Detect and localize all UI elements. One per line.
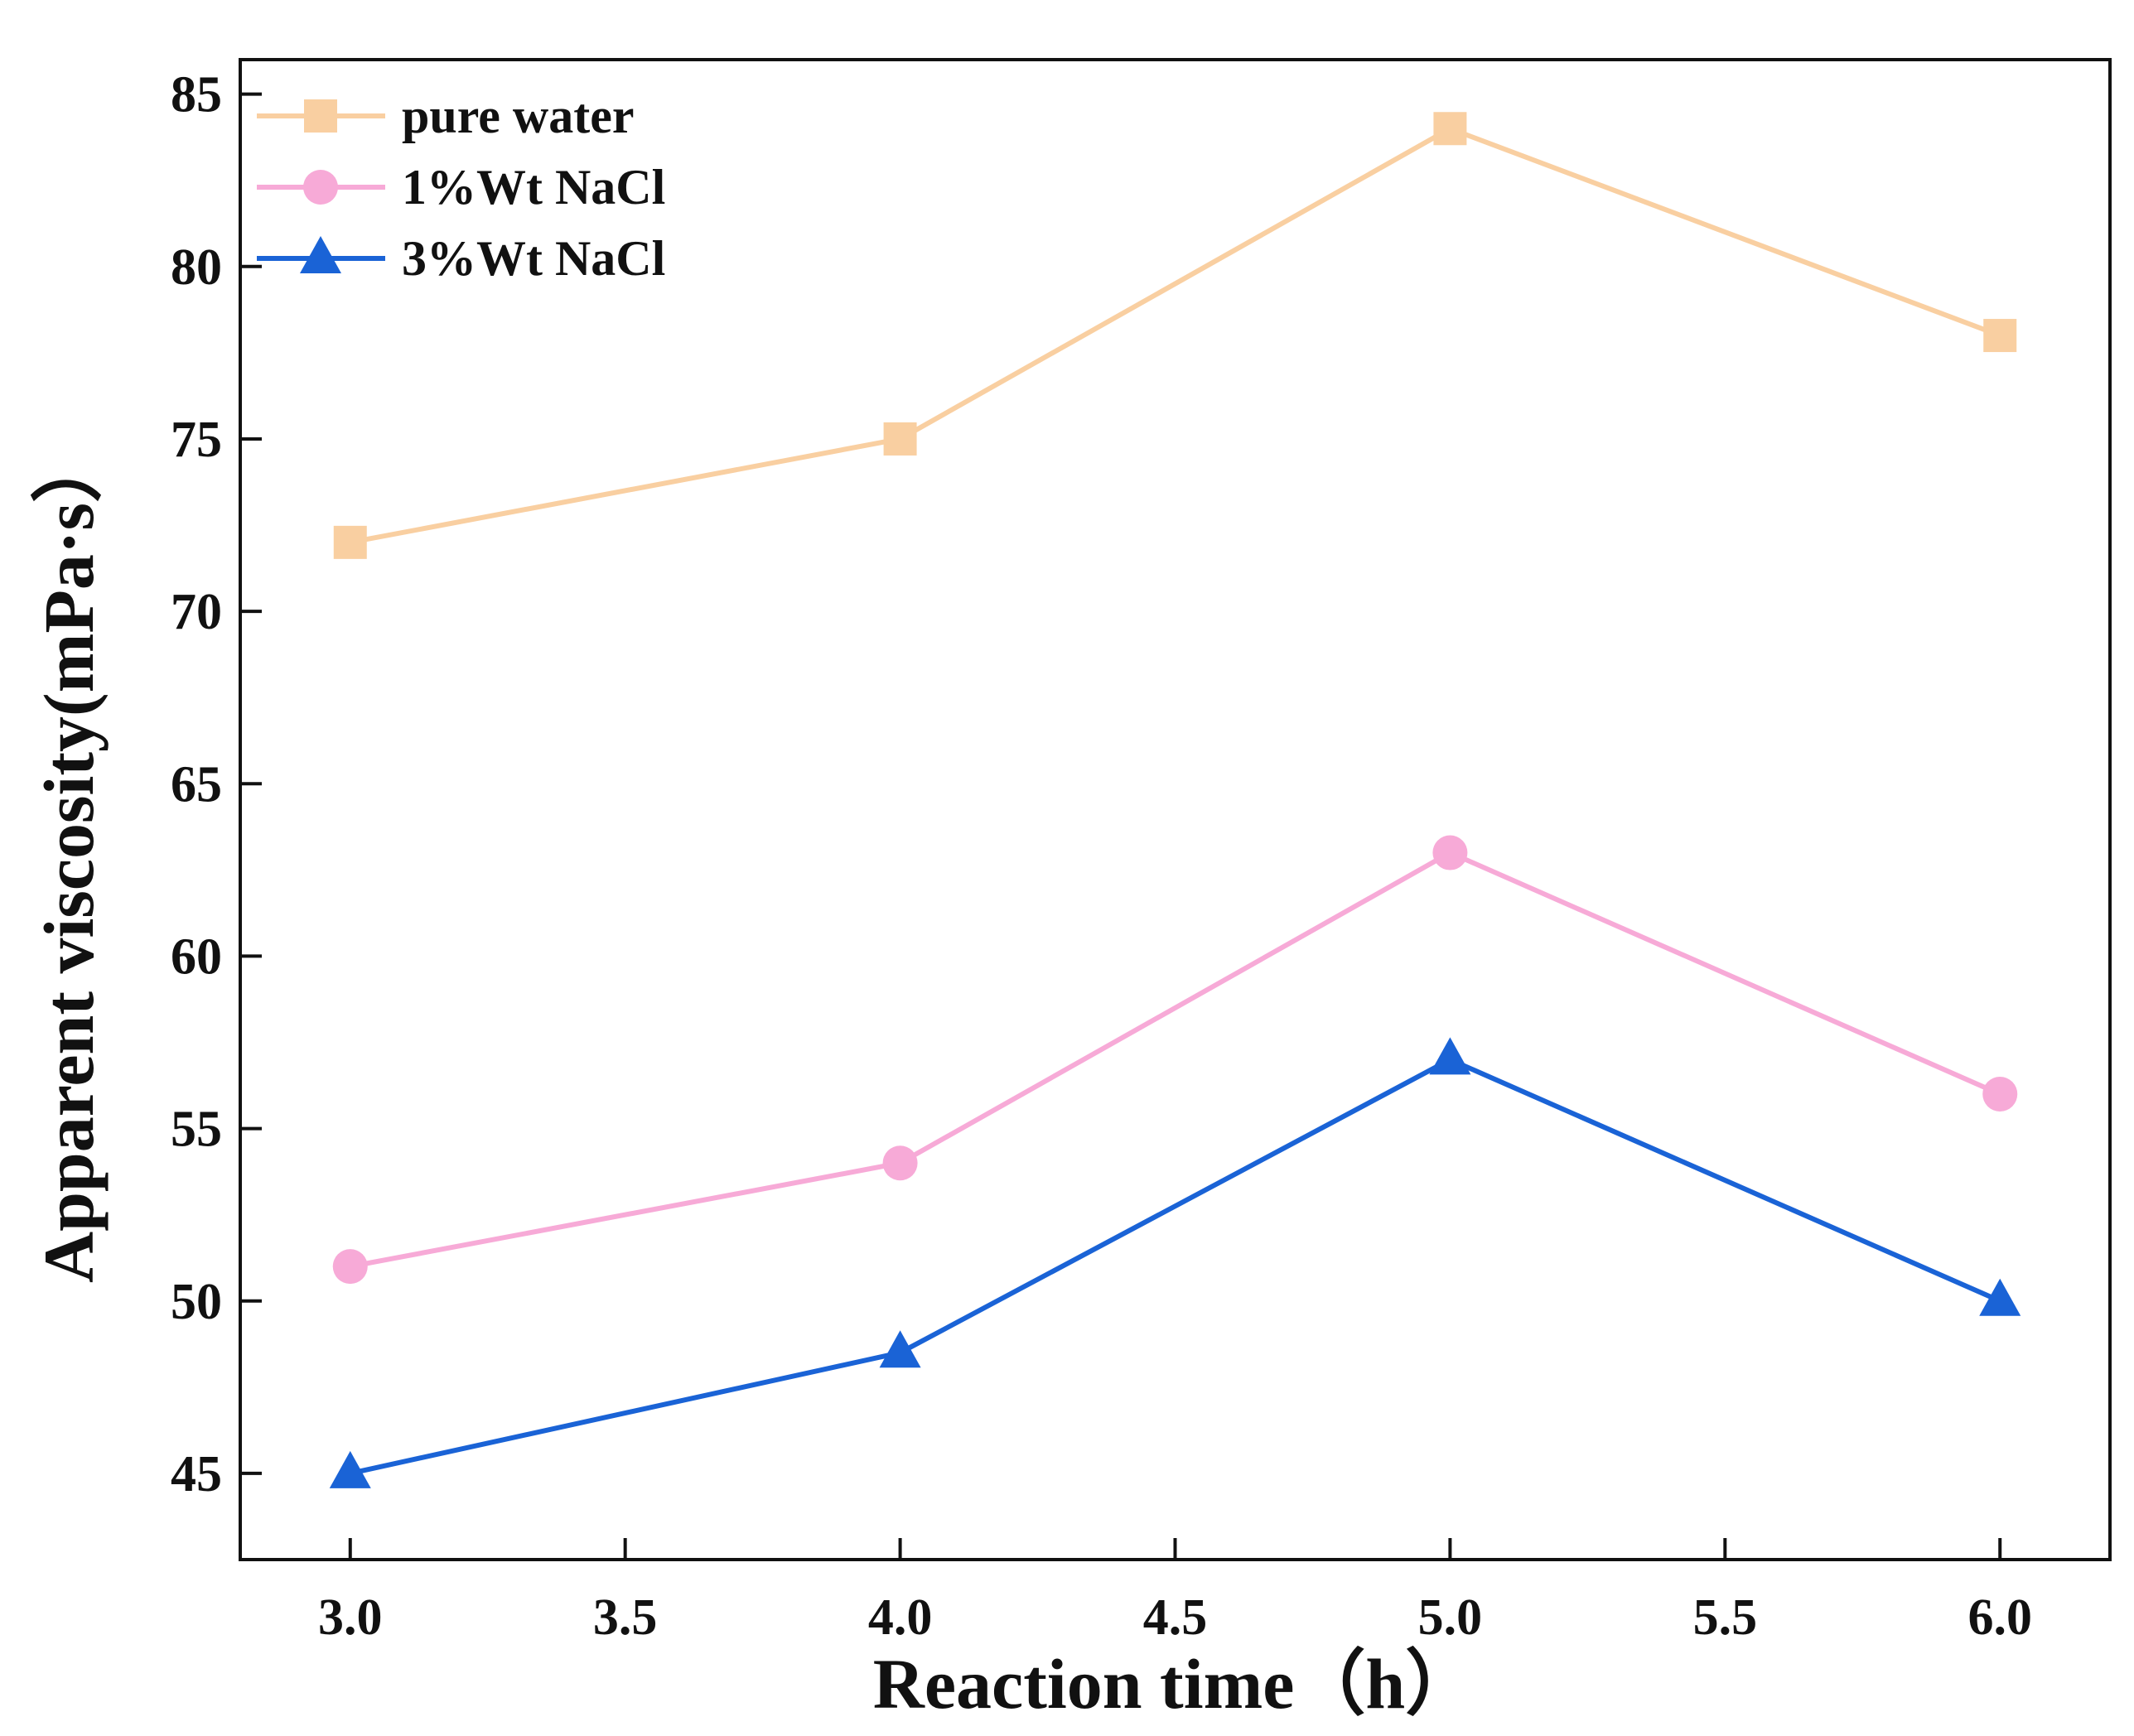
data-point [879,1330,921,1368]
data-point [1983,319,2017,353]
data-point [332,1249,368,1285]
x-tick-label: 4.5 [1143,1589,1208,1646]
x-tick-label: 5.0 [1418,1589,1483,1646]
y-tick-label: 85 [171,67,222,123]
legend-label: 1%Wt NaCl [402,160,665,215]
y-tick-label: 55 [171,1102,222,1158]
plot-area [239,58,2112,1561]
series-layer [329,112,2021,1488]
y-tick-label: 65 [171,756,222,813]
legend-label: pure water [402,89,635,143]
series-line [350,126,2001,545]
data-point [1433,112,1467,146]
y-tick-label: 80 [171,239,222,296]
y-tick-label: 60 [171,928,222,985]
data-point [1432,835,1468,870]
data-point [333,525,367,559]
x-tick-label: 4.0 [868,1589,933,1646]
y-tick-label: 50 [171,1274,222,1330]
data-point [329,1450,371,1488]
x-tick-label: 3.0 [318,1589,383,1646]
legend-label: 3%Wt NaCl [402,231,665,286]
legend-marker [304,99,337,133]
series-line [350,1057,2001,1476]
x-tick-label: 6.0 [1967,1589,2032,1646]
x-tick-label: 5.5 [1693,1589,1758,1646]
data-point [1982,1076,2018,1112]
data-point [882,1145,918,1181]
data-point [1429,1037,1471,1075]
series-line [350,850,2001,1270]
legend-marker [300,236,341,273]
data-point [1979,1278,2021,1316]
x-axis-title: Reaction time（h） [873,1644,1476,1724]
y-tick-label: 70 [171,584,222,640]
x-axis: 3.0 3.5 4.0 4.5 5.0 5.5 6.0 [318,1538,2032,1646]
legend-marker [303,170,338,205]
y-axis-title: Apparent viscosity(mPa·s） [29,432,109,1283]
y-axis: 45 50 55 60 65 70 75 80 85 [171,67,262,1502]
y-tick-label: 75 [171,412,222,468]
legend: pure water 1%Wt NaCl 3%Wt NaCl [257,89,665,286]
x-tick-label: 3.5 [593,1589,658,1646]
data-point [883,422,917,456]
y-tick-label: 45 [171,1446,222,1502]
